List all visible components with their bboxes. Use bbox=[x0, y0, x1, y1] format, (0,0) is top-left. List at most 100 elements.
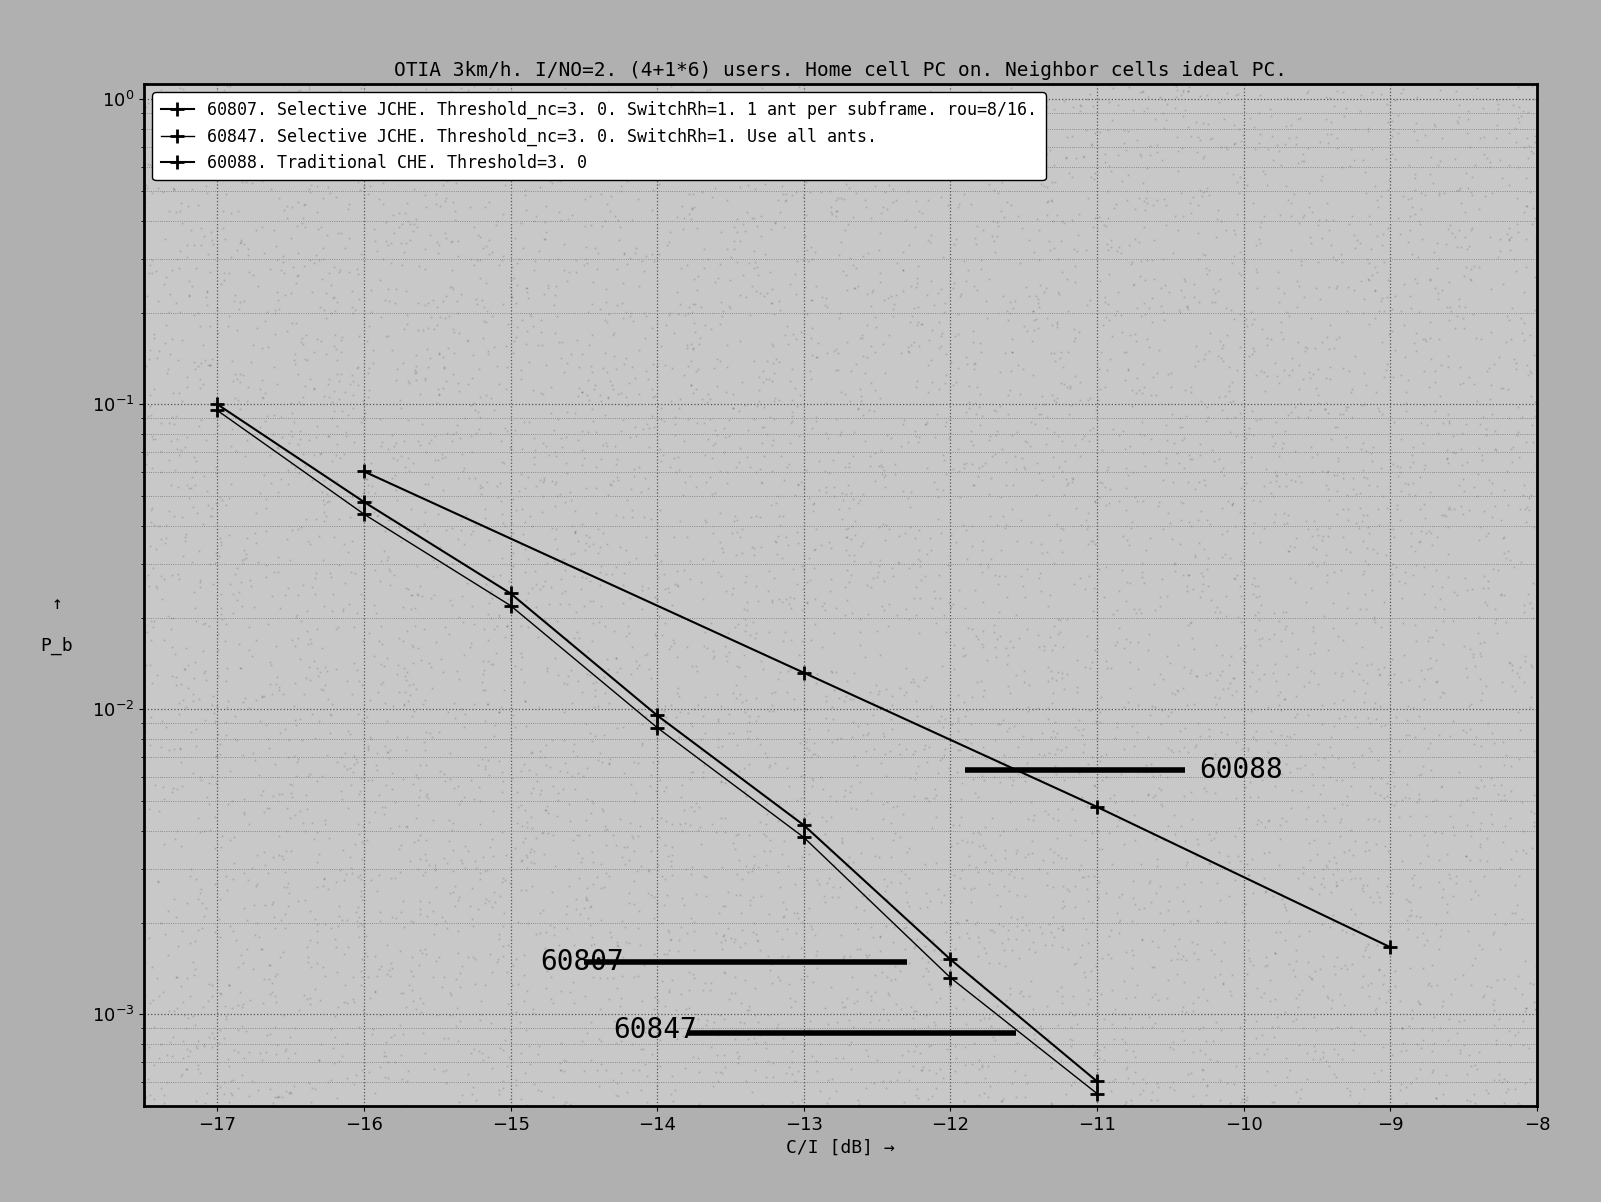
Point bbox=[325, 618, 351, 637]
Point bbox=[1076, 933, 1101, 952]
Point bbox=[1154, 647, 1180, 666]
Point bbox=[511, 143, 536, 162]
Point bbox=[1406, 990, 1431, 1010]
Point bbox=[218, 1083, 243, 1102]
Point bbox=[1204, 636, 1230, 655]
Point bbox=[652, 613, 677, 632]
Point bbox=[447, 1011, 472, 1030]
Point bbox=[922, 779, 948, 798]
Point bbox=[323, 471, 349, 490]
Point bbox=[602, 1012, 628, 1031]
Point bbox=[1117, 1008, 1143, 1028]
Point bbox=[1308, 290, 1334, 309]
Point bbox=[759, 160, 784, 179]
Point bbox=[426, 243, 451, 262]
Point bbox=[1217, 422, 1242, 441]
Point bbox=[1358, 776, 1383, 796]
Point bbox=[626, 655, 652, 674]
Point bbox=[656, 639, 682, 659]
Point bbox=[224, 320, 250, 339]
Point bbox=[1178, 382, 1204, 401]
Point bbox=[266, 680, 291, 700]
Point bbox=[1361, 608, 1386, 627]
Point bbox=[519, 307, 544, 326]
Point bbox=[1037, 840, 1063, 859]
Point bbox=[927, 313, 953, 332]
Point bbox=[387, 1016, 413, 1035]
Point bbox=[333, 114, 359, 133]
Point bbox=[850, 406, 876, 426]
Point bbox=[495, 1057, 520, 1076]
Point bbox=[589, 946, 615, 965]
Point bbox=[1311, 1047, 1337, 1066]
Point bbox=[243, 874, 269, 893]
Point bbox=[1117, 1008, 1143, 1028]
Point bbox=[1342, 346, 1367, 365]
Point bbox=[376, 819, 402, 838]
Point bbox=[402, 701, 427, 720]
Point bbox=[818, 807, 844, 826]
Point bbox=[440, 192, 466, 212]
Point bbox=[743, 689, 768, 708]
Point bbox=[1430, 823, 1455, 843]
Point bbox=[893, 882, 919, 902]
Point bbox=[322, 1006, 347, 1025]
Point bbox=[283, 606, 309, 625]
Point bbox=[496, 649, 522, 668]
Point bbox=[344, 752, 370, 772]
Point bbox=[530, 434, 556, 453]
Point bbox=[1346, 518, 1372, 537]
Point bbox=[175, 678, 200, 697]
Point bbox=[1036, 76, 1061, 95]
Point bbox=[1130, 174, 1156, 194]
Point bbox=[977, 430, 1002, 450]
Point bbox=[583, 726, 608, 745]
Point bbox=[1396, 726, 1422, 745]
Point bbox=[309, 638, 335, 657]
Point bbox=[1049, 664, 1074, 683]
Point bbox=[1041, 1041, 1066, 1060]
Point bbox=[1134, 194, 1159, 213]
Point bbox=[767, 203, 792, 222]
Point bbox=[138, 512, 163, 531]
Point bbox=[411, 260, 437, 279]
Point bbox=[392, 683, 418, 702]
Point bbox=[757, 841, 783, 861]
Point bbox=[179, 468, 205, 487]
Point bbox=[208, 155, 234, 174]
Point bbox=[903, 605, 929, 624]
Point bbox=[642, 625, 668, 644]
Point bbox=[370, 195, 395, 214]
Point bbox=[760, 702, 786, 721]
Point bbox=[970, 638, 996, 657]
Point bbox=[1092, 153, 1117, 172]
Point bbox=[594, 1060, 620, 1079]
Point bbox=[549, 333, 575, 352]
Point bbox=[693, 109, 719, 129]
Point bbox=[1417, 269, 1443, 288]
Point bbox=[501, 268, 527, 287]
Point bbox=[871, 571, 897, 590]
Point bbox=[532, 844, 557, 863]
Point bbox=[791, 133, 817, 153]
Point bbox=[205, 746, 231, 766]
Point bbox=[789, 557, 815, 576]
Point bbox=[784, 575, 810, 594]
Point bbox=[1021, 805, 1047, 825]
Point bbox=[1481, 922, 1507, 941]
Point bbox=[1045, 609, 1071, 629]
Point bbox=[533, 436, 559, 456]
Point bbox=[255, 1025, 280, 1045]
Point bbox=[562, 522, 588, 541]
Point bbox=[1177, 194, 1202, 213]
Point bbox=[929, 892, 954, 911]
Point bbox=[669, 219, 695, 238]
Point bbox=[1079, 531, 1105, 551]
Point bbox=[600, 1070, 626, 1089]
Point bbox=[1430, 996, 1455, 1016]
Point bbox=[632, 246, 658, 266]
Point bbox=[642, 945, 668, 964]
Point bbox=[1174, 576, 1199, 595]
Point bbox=[842, 525, 868, 545]
Point bbox=[757, 262, 783, 281]
